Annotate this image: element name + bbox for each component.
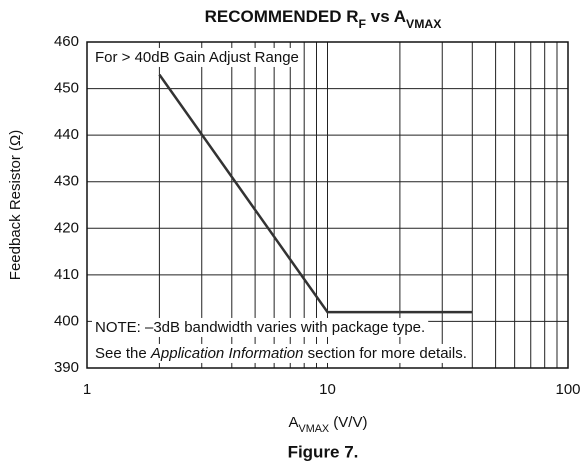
plot-frame: [86, 41, 569, 369]
text-part: Feedback Resistor (Ω): [7, 130, 24, 280]
x-tick-label: 1: [83, 381, 91, 398]
y-tick-label: 410: [54, 266, 79, 283]
caption: Figure 7.: [288, 442, 359, 461]
x-tick-label: 10: [319, 381, 336, 398]
text-part: (V/V): [329, 414, 367, 431]
text-part: VMAX: [406, 17, 442, 31]
y-axis-label: Feedback Resistor (Ω): [7, 130, 24, 280]
y-tick-label: 460: [54, 33, 79, 50]
text-part: RECOMMENDED R: [205, 7, 359, 26]
text-part: F: [359, 17, 367, 31]
text-part: For > 40dB Gain Adjust Range: [95, 49, 299, 66]
annotation-bg: [92, 317, 429, 337]
x-tick-label: 100: [555, 381, 580, 398]
data-line: [158, 73, 473, 314]
y-tick-label: 400: [54, 312, 79, 329]
y-tick-label: 430: [54, 173, 79, 190]
annotation: See the Application Information section …: [95, 345, 467, 362]
y-tick-label: 440: [54, 126, 79, 143]
annotation: NOTE: –3dB bandwidth varies with package…: [95, 319, 425, 336]
x-axis-label: AVMAX (V/V): [289, 414, 368, 435]
annotation: For > 40dB Gain Adjust Range: [95, 49, 299, 66]
y-tick-label: 390: [54, 359, 79, 376]
annotation-bg: [92, 47, 302, 67]
y-tick-label: 450: [54, 80, 79, 97]
text-part: See the: [95, 345, 151, 362]
y-tick-label: 420: [54, 219, 79, 236]
text-part: vs A: [366, 7, 406, 26]
text-part: VMAX: [299, 423, 330, 435]
text-part: NOTE: –3dB bandwidth varies with package…: [95, 319, 425, 336]
text-part: A: [289, 414, 299, 431]
text-part: Application Information: [150, 345, 304, 362]
text-part: section for more details.: [303, 345, 466, 362]
chart-title: RECOMMENDED RF vs AVMAX: [205, 7, 443, 31]
annotation-bg: [92, 343, 470, 363]
